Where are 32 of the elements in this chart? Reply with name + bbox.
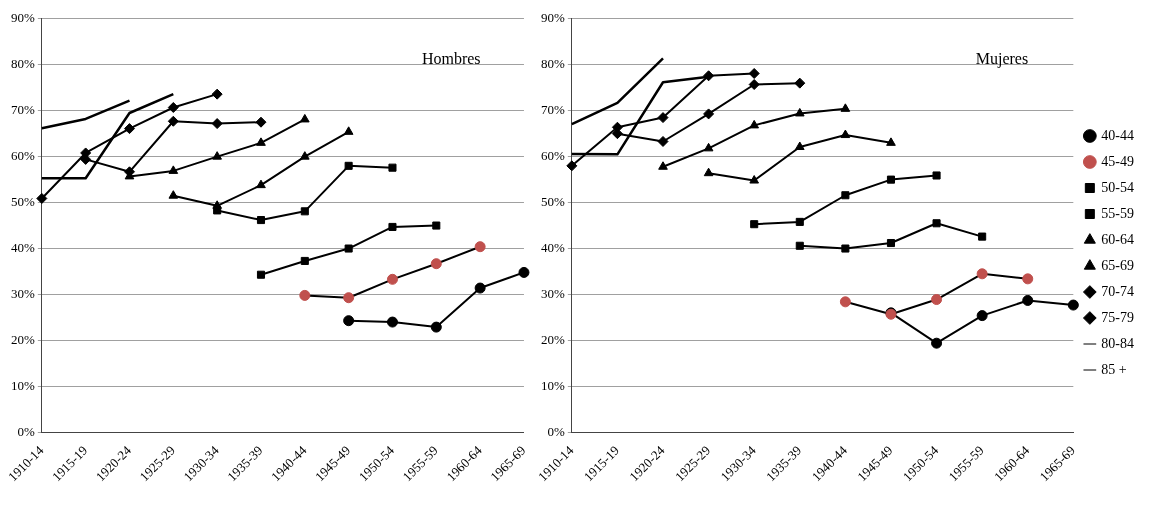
legend-label: 50-54 (1101, 179, 1135, 195)
y-tick-label: 80% (10, 56, 35, 72)
legend-label: 75-79 (1101, 309, 1135, 325)
legend-label: 80-84 (1101, 335, 1135, 351)
y-tick-label: 0% (547, 423, 565, 439)
y-tick-label: 50% (10, 194, 35, 210)
y-tick-label: 70% (540, 102, 565, 118)
legend-label: 55-59 (1101, 205, 1135, 221)
y-tick-label: 70% (10, 102, 35, 118)
y-tick-label: 60% (10, 148, 35, 164)
y-tick-label: 50% (540, 194, 565, 210)
y-tick-label: 10% (10, 377, 35, 393)
y-tick-label: 90% (540, 10, 565, 26)
y-tick-label: 20% (10, 331, 35, 347)
y-tick-label: 60% (540, 148, 565, 164)
y-tick-label: 0% (17, 423, 35, 439)
legend-label: 65-69 (1101, 257, 1135, 273)
y-tick-label: 30% (540, 285, 565, 301)
y-tick-label: 40% (540, 239, 565, 255)
y-tick-label: 40% (10, 239, 35, 255)
legend-label: 40-44 (1101, 127, 1135, 143)
y-tick-label: 10% (540, 377, 565, 393)
legend-label: 60-64 (1101, 231, 1135, 247)
legend-label: 45-49 (1101, 153, 1135, 169)
y-tick-label: 90% (10, 10, 35, 26)
legend-label: 85 + (1101, 361, 1127, 377)
legend-label: 70-74 (1101, 283, 1135, 299)
y-tick-label: 20% (540, 331, 565, 347)
text: Hombres (421, 50, 481, 68)
y-tick-label: 80% (540, 56, 565, 72)
y-tick-label: 30% (10, 285, 35, 301)
text: Mujeres (975, 50, 1029, 69)
